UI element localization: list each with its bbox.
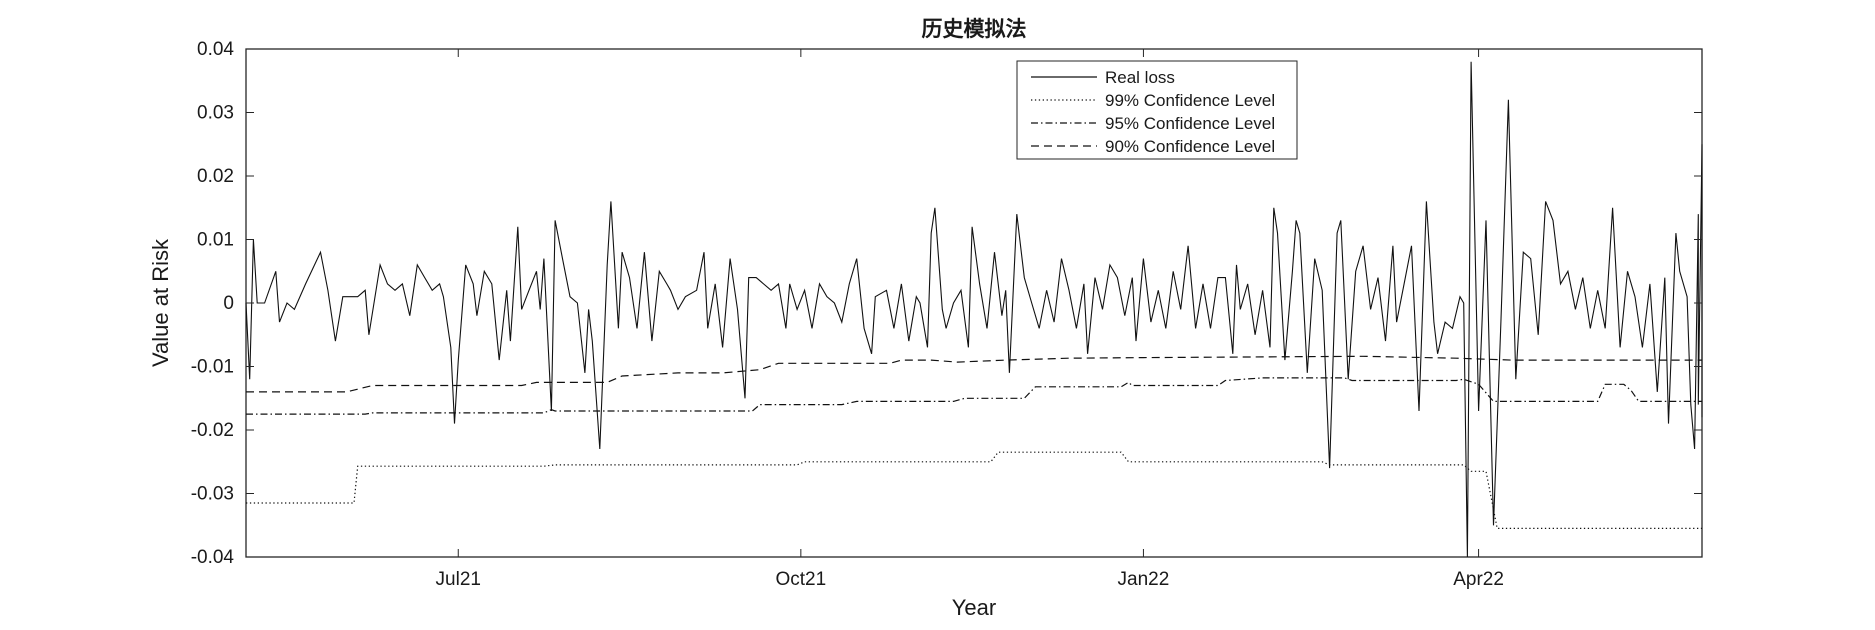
y-tick-label: -0.03 [191,484,234,505]
y-axis-title: Value at Risk [148,238,173,367]
y-tick-label: 0.04 [197,39,234,60]
y-tick-label: -0.04 [191,547,235,568]
x-tick-label: Jan22 [1118,569,1170,590]
plot-area: -0.04 -0.03 -0.02 -0.01 0 0.01 0.02 0.03 0.04 Jul… [191,39,1703,590]
legend: Real loss 99% Confidence Level 95% Confide… [1016,60,1298,160]
y-tick-label: 0.03 [197,103,234,124]
series-line-dashdot [246,377,1702,415]
legend-label: 95% Confidence Level [1105,114,1275,133]
y-tick-label: 0.02 [197,166,234,187]
chart-title: 历史模拟法 [922,17,1027,41]
legend-label: Real loss [1105,68,1175,87]
legend-label: 90% Confidence Level [1105,137,1275,156]
y-tick-label: -0.02 [191,420,234,441]
series-line-dashed [246,355,1702,393]
y-tick-label: 0 [223,293,234,314]
x-tick-label: Apr22 [1453,569,1504,590]
tick-layer: -0.04 -0.03 -0.02 -0.01 0 0.01 0.02 0.03 0.04 Jul… [191,39,1702,590]
axes-box [245,48,1703,558]
y-tick-label: 0.01 [197,230,234,251]
legend-items: Real loss 99% Confidence Level 95% Confide… [1031,68,1275,156]
x-tick-label: Jul21 [436,569,481,590]
x-axis-title: Year [952,595,996,620]
x-tick-label: Oct21 [775,569,826,590]
legend-label: 99% Confidence Level [1105,91,1275,110]
series-layer [245,61,1703,558]
series-line-solid [245,61,1703,558]
y-tick-label: -0.01 [191,357,234,378]
